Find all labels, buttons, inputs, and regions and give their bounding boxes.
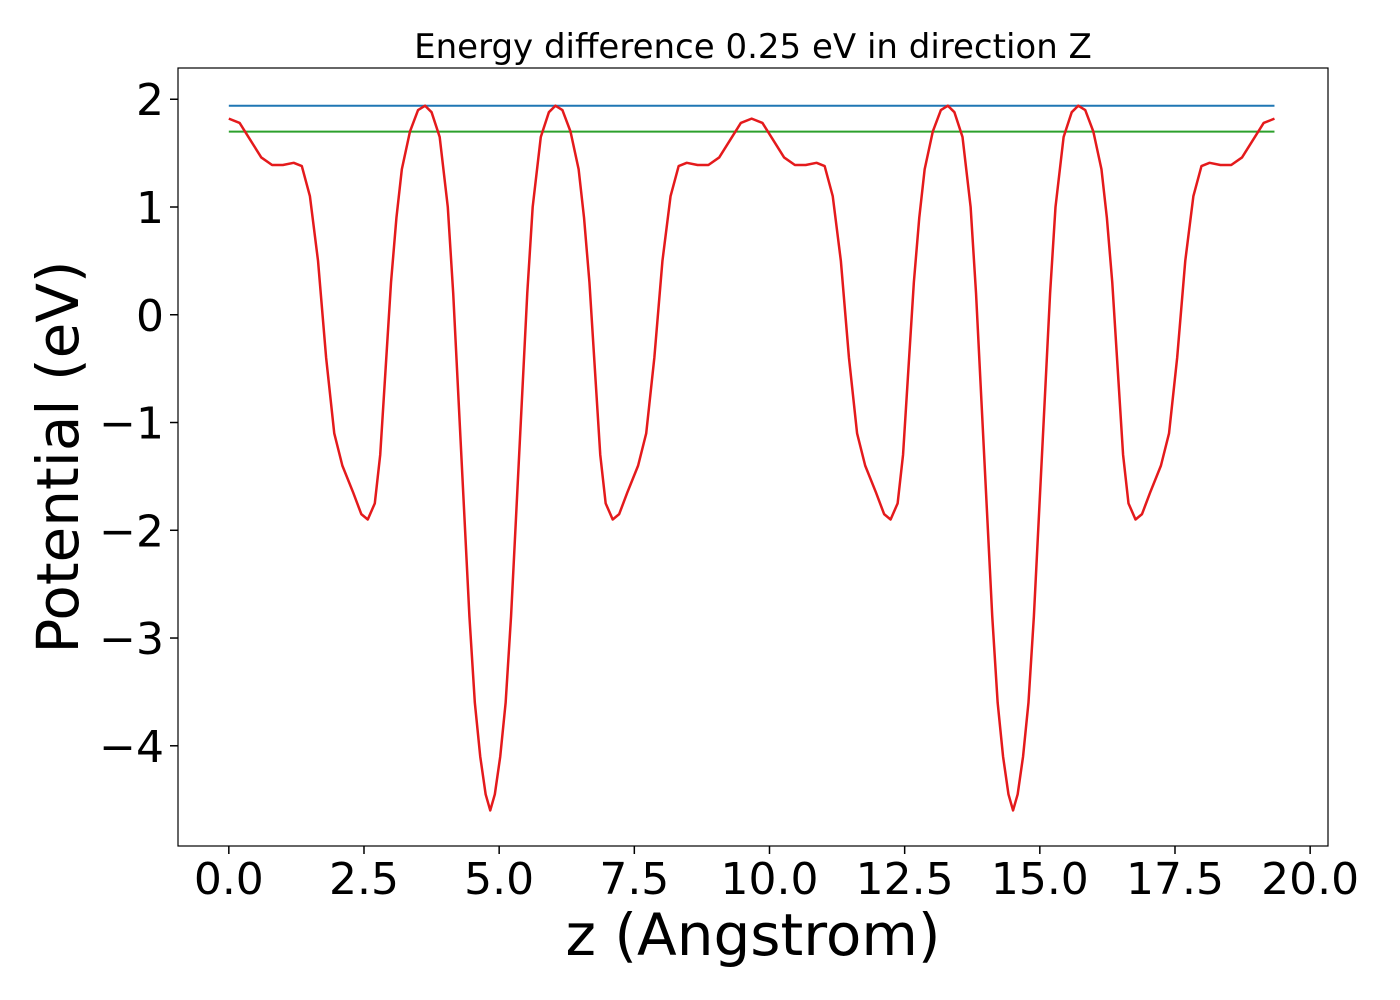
x-tick-label: 0.0 [194, 854, 264, 905]
x-tick-label: 15.0 [991, 854, 1089, 905]
x-tick-label: 17.5 [1126, 854, 1224, 905]
x-tick-label: 20.0 [1261, 854, 1359, 905]
y-tick-label: −1 [99, 399, 164, 450]
y-tick-label: 2 [136, 75, 164, 126]
x-axis-label: z (Angstrom) [566, 901, 941, 969]
x-tick-label: 10.0 [721, 854, 819, 905]
y-axis-label: Potential (eV) [24, 260, 92, 653]
x-tick-label: 7.5 [599, 854, 669, 905]
x-tick-label: 5.0 [464, 854, 534, 905]
chart-title: Energy difference 0.25 eV in direction Z [414, 27, 1092, 67]
y-tick-label: −2 [99, 506, 164, 557]
data-line [228, 104, 1275, 812]
y-tick-label: −4 [99, 722, 164, 773]
y-tick-label: −3 [99, 614, 164, 665]
y-tick-label: 1 [136, 183, 164, 234]
x-tick-label: 2.5 [329, 854, 399, 905]
plot-frame [177, 67, 1329, 847]
y-tick-label: 0 [136, 291, 164, 342]
x-tick-label: 12.5 [856, 854, 954, 905]
